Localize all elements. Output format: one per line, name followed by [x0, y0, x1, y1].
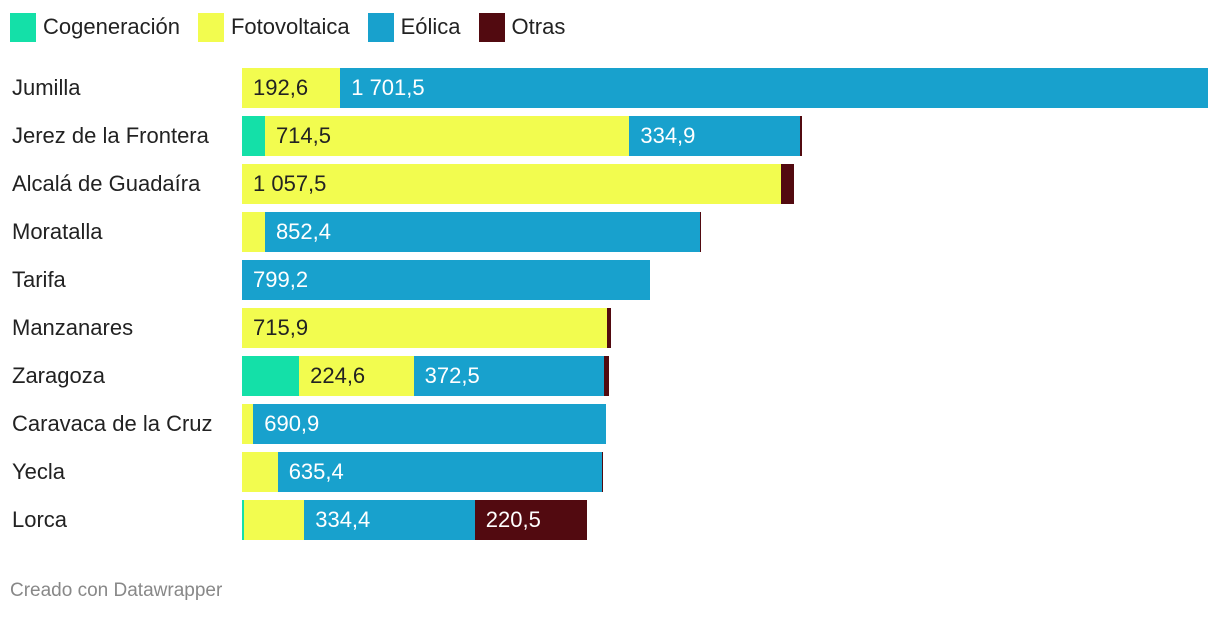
bar-row-lorca: Lorca 334,4 220,5	[0, 500, 1220, 540]
bar-segment-fotovoltaica	[242, 452, 278, 492]
category-label: Lorca	[12, 507, 68, 532]
category-label: Moratalla	[12, 219, 103, 244]
data-label: 715,9	[253, 315, 309, 340]
category-label: Yecla	[12, 459, 66, 484]
bar-row-zaragoza: Zaragoza 224,6 372,5	[0, 356, 1220, 396]
bar-row-caravaca-de-la-cruz: Caravaca de la Cruz 690,9	[0, 404, 1220, 444]
legend-swatch	[10, 12, 36, 42]
data-label: 1 057,5	[253, 171, 327, 196]
legend-label: Otras	[511, 14, 566, 39]
data-label: 372,5	[424, 363, 480, 388]
bar-segment-otras	[781, 164, 794, 204]
bar-segment-eolica	[264, 212, 700, 252]
data-label: 192,6	[253, 75, 309, 100]
bar-segment-otras	[474, 500, 588, 540]
bar-segment-fotovoltaica	[244, 500, 305, 540]
footer-credit: Creado con Datawrapper	[10, 580, 223, 601]
bar-segment-cogeneracion	[242, 356, 300, 396]
bar-row-alcala-de-guadaira: Alcalá de Guadaíra 1 057,5	[0, 164, 1220, 204]
category-label: Tarifa	[12, 267, 66, 292]
bar-segment-fotovoltaica	[264, 116, 630, 156]
category-label: Caravaca de la Cruz	[12, 411, 213, 436]
bar-segment-eolica	[242, 260, 650, 300]
category-label: Jumilla	[12, 75, 81, 100]
bar-segment-eolica	[413, 356, 604, 396]
bar-row-manzanares: Manzanares 715,9	[0, 308, 1220, 348]
legend-item-otras: Otras	[478, 12, 566, 42]
bar-segment-eolica	[629, 116, 801, 156]
bar-segment-fotovoltaica	[242, 164, 782, 204]
category-label: Alcalá de Guadaíra	[12, 171, 201, 196]
data-label: 799,2	[253, 267, 309, 292]
data-label: 220,5	[485, 507, 541, 532]
bar-segment-fotovoltaica	[242, 308, 608, 348]
bar-segment-cogeneracion	[242, 500, 245, 540]
bar-segment-cogeneracion	[242, 116, 265, 156]
category-label: Zaragoza	[12, 363, 105, 388]
bar-segment-eolica	[277, 452, 602, 492]
category-label: Manzanares	[12, 315, 134, 340]
bar-segment-eolica	[253, 404, 606, 444]
data-label: 714,5	[275, 123, 331, 148]
bar-segment-fotovoltaica	[242, 68, 341, 108]
category-label: Jerez de la Frontera	[12, 123, 209, 148]
data-label: 852,4	[275, 219, 331, 244]
bar-segment-otras	[699, 212, 702, 252]
legend-item-fotovoltaica: Fotovoltaica	[197, 12, 350, 42]
bar-segment-fotovoltaica	[242, 404, 254, 444]
chart-legend: Cogeneración Fotovoltaica Eólica Otras	[10, 11, 583, 43]
bar-segment-otras	[601, 452, 604, 492]
data-label: 635,4	[288, 459, 344, 484]
data-label: 334,4	[315, 507, 371, 532]
legend-item-cogeneracion: Cogeneración	[10, 12, 180, 42]
bar-row-jerez-de-la-frontera: Jerez de la Frontera 714,5 334,9	[0, 116, 1220, 156]
legend-item-eolica: Eólica	[367, 12, 461, 42]
bar-segment-eolica	[340, 68, 1208, 108]
data-label: 224,6	[310, 363, 366, 388]
data-label: 1 701,5	[351, 75, 425, 100]
bar-segment-fotovoltaica	[242, 212, 265, 252]
bar-row-yecla: Yecla 635,4	[0, 452, 1220, 492]
legend-label: Eólica	[400, 14, 461, 39]
bar-segment-otras	[800, 116, 802, 156]
legend-swatch	[197, 12, 224, 42]
data-label: 334,9	[640, 123, 696, 148]
bar-segment-otras	[607, 308, 612, 348]
data-label: 690,9	[264, 411, 320, 436]
bar-row-moratalla: Moratalla 852,4	[0, 212, 1220, 252]
bar-segment-otras	[603, 356, 610, 396]
legend-swatch	[367, 12, 394, 42]
bar-row-jumilla: Jumilla 192,6 1 701,5	[0, 68, 1220, 108]
legend-label: Fotovoltaica	[230, 14, 350, 39]
legend-label: Cogeneración	[43, 14, 180, 39]
bar-row-tarifa: Tarifa 799,2	[0, 260, 1220, 300]
bar-segment-fotovoltaica	[299, 356, 414, 396]
bar-segment-eolica	[304, 500, 475, 540]
legend-swatch	[478, 12, 505, 42]
